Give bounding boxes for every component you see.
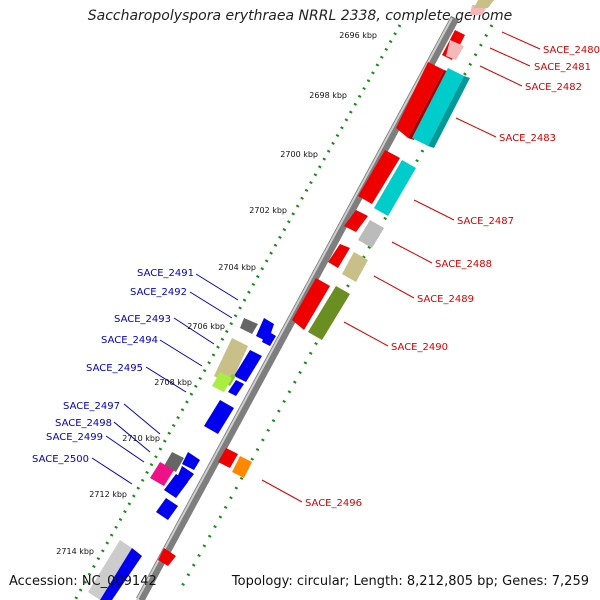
reverse-gene-sace-2495[interactable] bbox=[212, 372, 244, 396]
scale-label: 2714 kbp bbox=[56, 547, 94, 556]
genome-summary-text: Topology: circular; Length: 8,212,805 bp… bbox=[231, 574, 589, 589]
forward-gene-sace-2496[interactable] bbox=[218, 448, 252, 478]
forward-gene-sace-2487[interactable] bbox=[344, 150, 416, 232]
forward-gene-sace-2480[interactable] bbox=[470, 0, 494, 15]
accession-text: Accession: NC_009142 bbox=[9, 574, 157, 589]
reverse-gene-sace-2500[interactable] bbox=[156, 474, 188, 520]
leader-sace-2500 bbox=[91, 457, 133, 485]
leader-sace-2499 bbox=[105, 435, 145, 463]
scale-track-outer bbox=[73, 24, 402, 600]
gene-label-sace-2483[interactable]: SACE_2483 bbox=[499, 133, 556, 144]
forward-gene-labels: SACE_2480 SACE_2481 SACE_2482 SACE_2483 … bbox=[305, 45, 600, 509]
gene-label-sace-2492[interactable]: SACE_2492 bbox=[130, 287, 187, 298]
gene-label-sace-2493[interactable]: SACE_2493 bbox=[114, 314, 171, 325]
scale-label: 2704 kbp bbox=[218, 263, 256, 272]
gene-label-sace-2500[interactable]: SACE_2500 bbox=[32, 454, 89, 465]
reverse-gene-extra[interactable] bbox=[88, 540, 142, 600]
reverse-leader-lines bbox=[91, 273, 239, 485]
gene-label-sace-2482[interactable]: SACE_2482 bbox=[525, 82, 582, 93]
leader-sace-2493 bbox=[173, 317, 215, 345]
reverse-gene-sace-2492[interactable] bbox=[262, 330, 276, 346]
scale-label: 2712 kbp bbox=[89, 490, 127, 499]
scale-label: 2698 kbp bbox=[309, 91, 347, 100]
forward-gene-sace-2482[interactable] bbox=[446, 40, 464, 60]
gene-label-sace-2490[interactable]: SACE_2490 bbox=[391, 342, 448, 353]
forward-gene-sace-2489[interactable] bbox=[328, 244, 368, 282]
genome-backbone-highlight bbox=[136, 17, 453, 600]
gene-label-sace-2491[interactable]: SACE_2491 bbox=[137, 268, 194, 279]
forward-gene-extra[interactable] bbox=[158, 548, 176, 566]
leader-sace-2482 bbox=[479, 65, 523, 87]
map-title: Saccharopolyspora erythraea NRRL 2338, c… bbox=[87, 8, 513, 24]
gene-label-sace-2496[interactable]: SACE_2496 bbox=[305, 498, 362, 509]
scale-label: 2696 kbp bbox=[339, 31, 377, 40]
scale-label: 2706 kbp bbox=[187, 322, 225, 331]
leader-sace-2488 bbox=[391, 241, 433, 264]
gene-label-sace-2499[interactable]: SACE_2499 bbox=[46, 432, 103, 443]
gene-label-sace-2498[interactable]: SACE_2498 bbox=[55, 418, 112, 429]
scale-label: 2710 kbp bbox=[122, 434, 160, 443]
gene-label-sace-2488[interactable]: SACE_2488 bbox=[435, 259, 492, 270]
scale-label: 2700 kbp bbox=[280, 150, 318, 159]
scale-label: 2702 kbp bbox=[249, 206, 287, 215]
leader-sace-2489 bbox=[373, 275, 415, 299]
leader-sace-2494 bbox=[159, 339, 203, 367]
reverse-gene-labels: SACE_2491 SACE_2492 SACE_2493 SACE_2494 … bbox=[32, 268, 194, 465]
leader-sace-2491 bbox=[195, 273, 239, 301]
forward-gene-sace-2483[interactable] bbox=[396, 62, 470, 148]
gene-label-sace-2481[interactable]: SACE_2481 bbox=[534, 62, 591, 73]
leader-sace-2492 bbox=[189, 291, 233, 319]
reverse-gene-sace-2497[interactable] bbox=[204, 400, 234, 434]
forward-gene-sace-2490[interactable] bbox=[292, 278, 350, 340]
leader-sace-2480 bbox=[501, 31, 541, 50]
leader-sace-2490 bbox=[343, 321, 389, 347]
scale-label: 2708 kbp bbox=[154, 378, 192, 387]
leader-sace-2495 bbox=[145, 366, 187, 393]
forward-leader-lines bbox=[261, 31, 541, 503]
gene-label-sace-2487[interactable]: SACE_2487 bbox=[457, 216, 514, 227]
gene-label-sace-2495[interactable]: SACE_2495 bbox=[86, 363, 143, 374]
leader-sace-2481 bbox=[489, 47, 531, 67]
leader-sace-2483 bbox=[455, 117, 497, 138]
gene-label-sace-2480[interactable]: SACE_2480 bbox=[543, 45, 600, 56]
scale-labels: 2696 kbp 2698 kbp 2700 kbp 2702 kbp 2704… bbox=[56, 31, 377, 556]
leader-sace-2498 bbox=[113, 421, 151, 453]
gene-label-sace-2489[interactable]: SACE_2489 bbox=[417, 294, 474, 305]
leader-sace-2497 bbox=[123, 403, 161, 435]
leader-sace-2496 bbox=[261, 479, 303, 503]
forward-gene-sace-2488[interactable] bbox=[358, 220, 384, 248]
leader-sace-2487 bbox=[413, 199, 455, 221]
gene-label-sace-2494[interactable]: SACE_2494 bbox=[101, 335, 158, 346]
gene-label-sace-2497[interactable]: SACE_2497 bbox=[63, 401, 120, 412]
reverse-gene-sace-2498[interactable] bbox=[164, 452, 200, 472]
